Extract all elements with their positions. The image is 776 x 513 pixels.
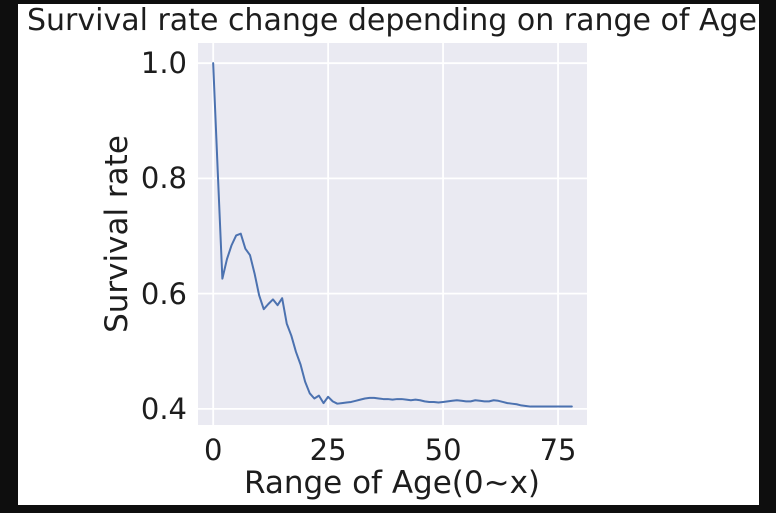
y-axis-label: Survival rate xyxy=(99,135,135,333)
y-tick-label: 0.8 xyxy=(140,161,187,196)
x-tick-label: 75 xyxy=(539,433,577,467)
x-tick-label: 50 xyxy=(424,433,462,467)
x-tick-label: 25 xyxy=(309,433,347,467)
y-tick-label: 0.4 xyxy=(140,391,187,426)
chart-title: Survival rate change depending on range … xyxy=(26,3,758,38)
plot-background xyxy=(198,43,587,425)
plot-area xyxy=(198,43,587,425)
survival-rate-line xyxy=(212,62,573,408)
x-axis-label: Range of Age(0~x) xyxy=(243,465,541,501)
chart-figure: Survival rate change depending on range … xyxy=(18,4,759,505)
y-tick-label: 1.0 xyxy=(140,46,187,81)
y-tick-label: 0.6 xyxy=(140,276,187,311)
x-tick-label: 0 xyxy=(203,433,223,467)
